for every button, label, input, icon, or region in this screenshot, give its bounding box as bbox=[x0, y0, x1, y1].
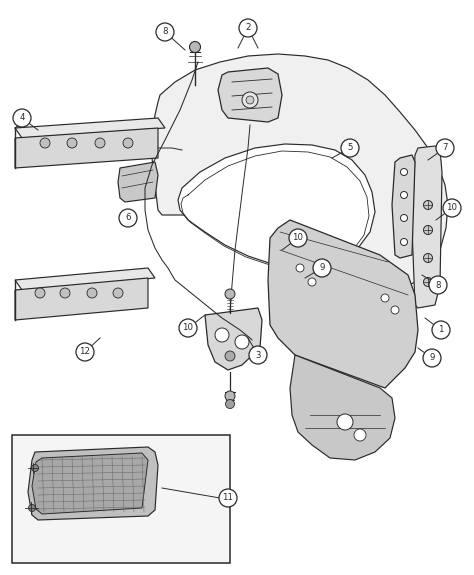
Text: 12: 12 bbox=[80, 347, 91, 356]
Text: 7: 7 bbox=[442, 144, 448, 152]
Circle shape bbox=[423, 201, 432, 209]
Circle shape bbox=[40, 138, 50, 148]
Polygon shape bbox=[15, 268, 155, 290]
Circle shape bbox=[432, 321, 450, 339]
Circle shape bbox=[60, 288, 70, 298]
Text: 10: 10 bbox=[182, 324, 193, 332]
Polygon shape bbox=[392, 155, 415, 258]
Circle shape bbox=[225, 391, 235, 401]
Circle shape bbox=[401, 191, 408, 198]
Circle shape bbox=[443, 199, 461, 217]
Circle shape bbox=[296, 264, 304, 272]
Polygon shape bbox=[15, 278, 148, 320]
Circle shape bbox=[313, 259, 331, 277]
Polygon shape bbox=[205, 308, 262, 370]
Circle shape bbox=[123, 138, 133, 148]
Text: 1: 1 bbox=[438, 325, 444, 335]
Circle shape bbox=[225, 289, 235, 299]
Polygon shape bbox=[268, 220, 418, 388]
Circle shape bbox=[156, 23, 174, 41]
Circle shape bbox=[289, 229, 307, 247]
Circle shape bbox=[13, 109, 31, 127]
Text: 9: 9 bbox=[429, 354, 435, 362]
Text: 6: 6 bbox=[125, 213, 131, 223]
Polygon shape bbox=[28, 447, 158, 520]
Circle shape bbox=[308, 278, 316, 286]
Circle shape bbox=[242, 92, 258, 108]
Circle shape bbox=[401, 239, 408, 246]
Polygon shape bbox=[118, 162, 158, 202]
Circle shape bbox=[436, 139, 454, 157]
Text: 5: 5 bbox=[347, 144, 353, 152]
Circle shape bbox=[87, 288, 97, 298]
Circle shape bbox=[190, 41, 201, 52]
Circle shape bbox=[95, 138, 105, 148]
Bar bbox=[12, 435, 230, 563]
Polygon shape bbox=[32, 453, 148, 514]
Text: 2: 2 bbox=[245, 24, 251, 33]
Circle shape bbox=[401, 168, 408, 175]
Circle shape bbox=[119, 209, 137, 227]
Text: 4: 4 bbox=[19, 113, 25, 122]
Text: 11: 11 bbox=[222, 493, 234, 503]
Circle shape bbox=[35, 288, 45, 298]
Circle shape bbox=[423, 254, 432, 263]
Circle shape bbox=[215, 328, 229, 342]
Circle shape bbox=[225, 351, 235, 361]
Circle shape bbox=[423, 278, 432, 286]
Circle shape bbox=[76, 343, 94, 361]
Circle shape bbox=[239, 19, 257, 37]
Text: 10: 10 bbox=[292, 233, 303, 243]
Text: 9: 9 bbox=[319, 263, 325, 273]
Polygon shape bbox=[218, 68, 282, 122]
Circle shape bbox=[226, 400, 235, 408]
Text: 10: 10 bbox=[447, 204, 457, 213]
Circle shape bbox=[179, 319, 197, 337]
Circle shape bbox=[249, 346, 267, 364]
Circle shape bbox=[401, 214, 408, 221]
Circle shape bbox=[67, 138, 77, 148]
Circle shape bbox=[113, 288, 123, 298]
Circle shape bbox=[31, 465, 38, 471]
Circle shape bbox=[423, 349, 441, 367]
Polygon shape bbox=[15, 118, 165, 138]
Circle shape bbox=[337, 414, 353, 430]
Circle shape bbox=[354, 429, 366, 441]
Circle shape bbox=[341, 139, 359, 157]
Polygon shape bbox=[15, 128, 158, 168]
Circle shape bbox=[381, 294, 389, 302]
Circle shape bbox=[423, 225, 432, 235]
Polygon shape bbox=[152, 54, 448, 292]
Circle shape bbox=[429, 276, 447, 294]
Text: 8: 8 bbox=[162, 28, 168, 36]
Circle shape bbox=[219, 489, 237, 507]
Polygon shape bbox=[290, 355, 395, 460]
Polygon shape bbox=[178, 144, 375, 268]
Circle shape bbox=[28, 504, 36, 512]
Circle shape bbox=[246, 96, 254, 104]
Polygon shape bbox=[412, 146, 442, 308]
Circle shape bbox=[391, 306, 399, 314]
Circle shape bbox=[235, 335, 249, 349]
Text: 3: 3 bbox=[255, 351, 261, 359]
Text: 8: 8 bbox=[435, 281, 441, 289]
